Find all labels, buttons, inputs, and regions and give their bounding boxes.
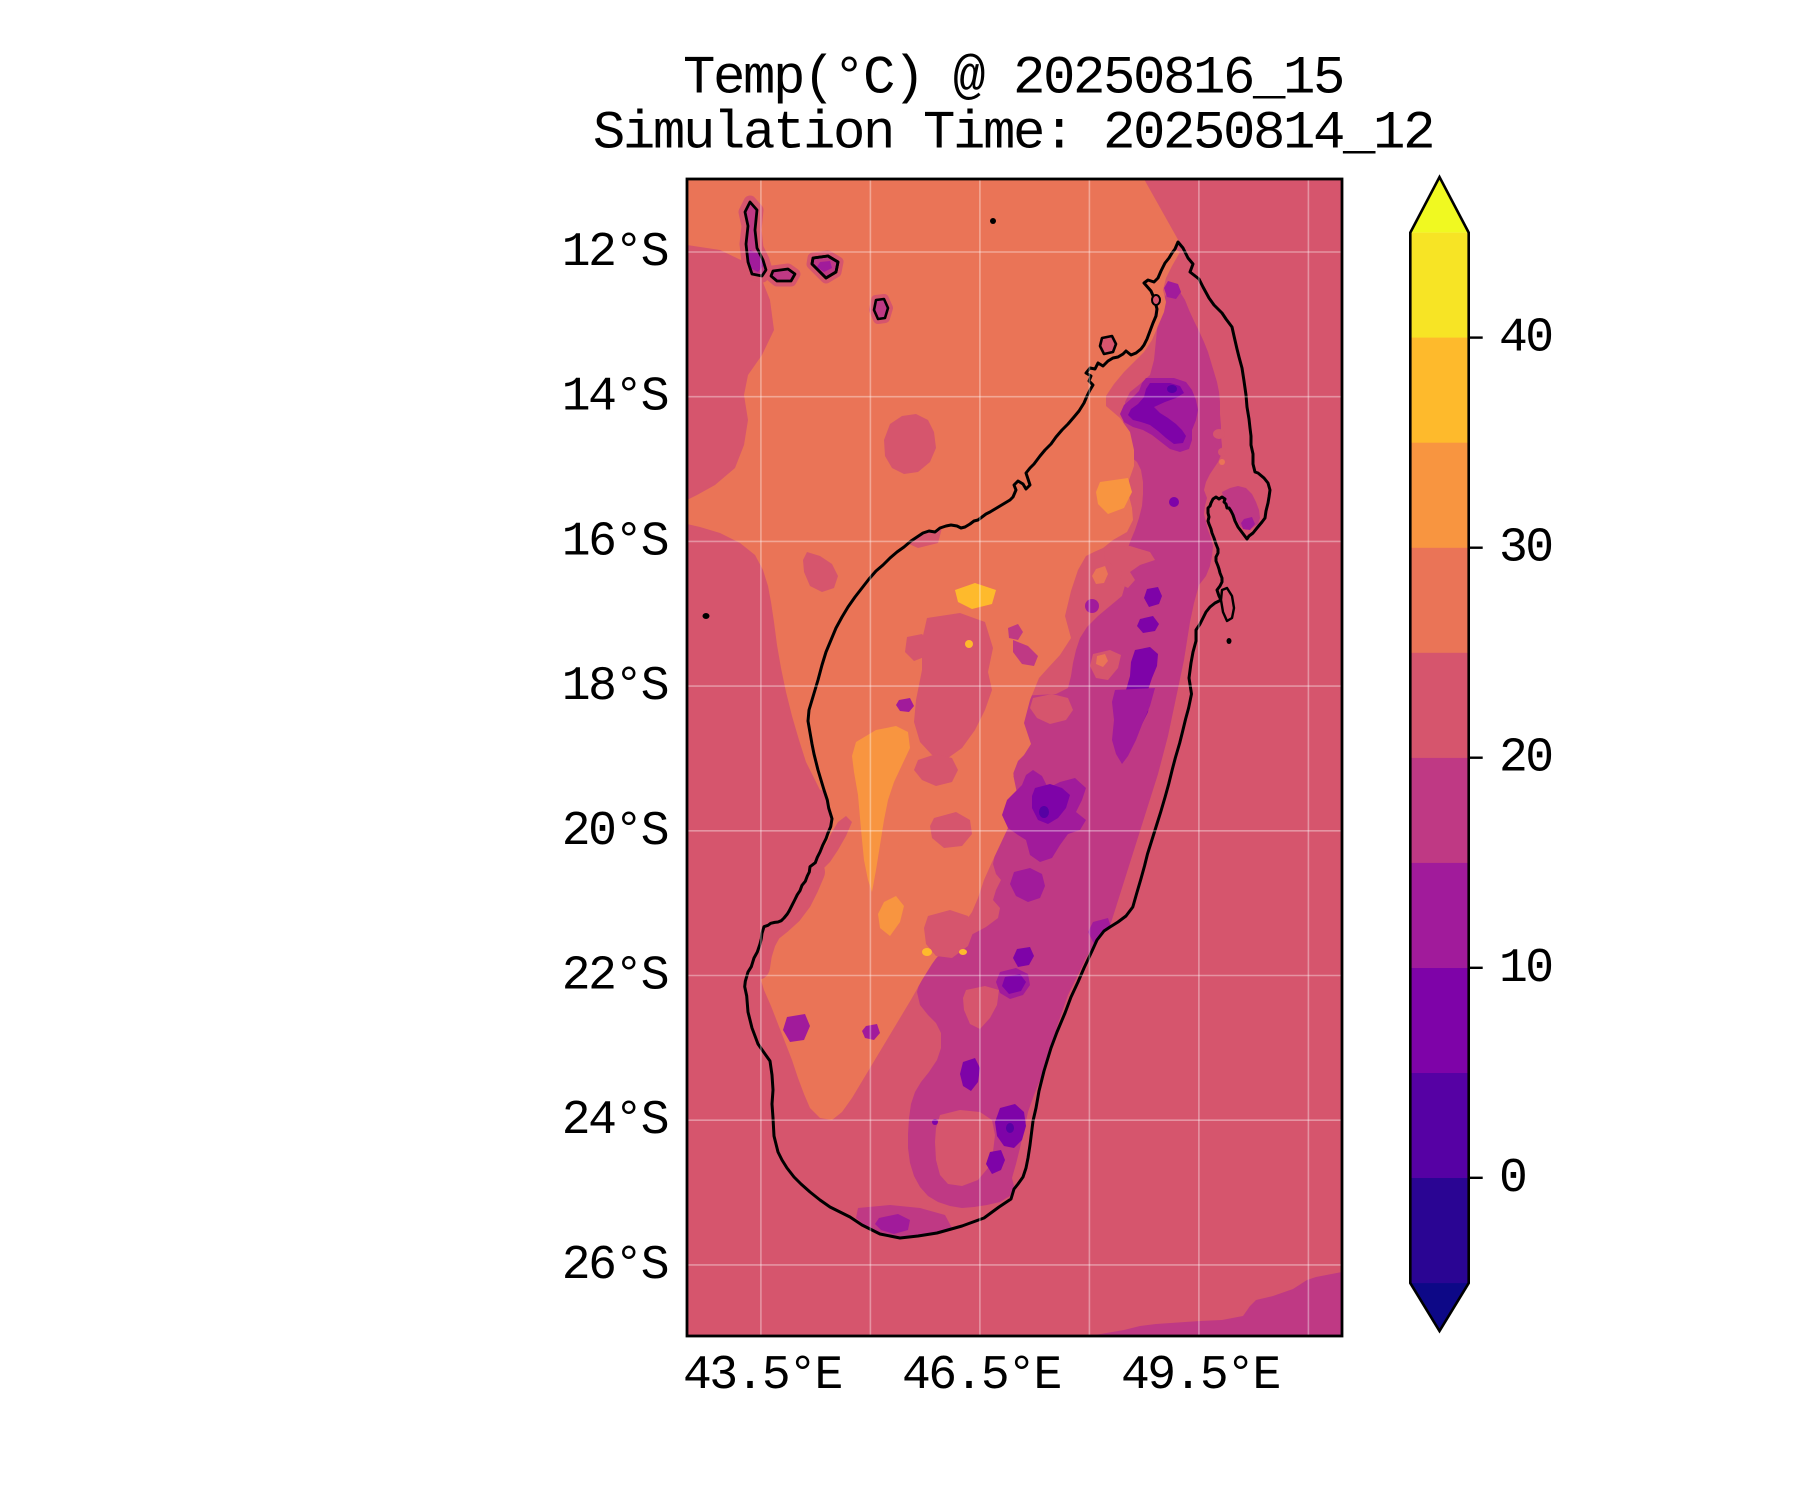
svg-text:40: 40 [1499,312,1552,366]
svg-text:18°S: 18°S [562,660,668,714]
svg-text:0: 0 [1499,1152,1525,1206]
svg-text:12°S: 12°S [562,226,668,280]
svg-text:24°S: 24°S [562,1094,668,1148]
svg-text:Temp(°C) @ 20250816_15: Temp(°C) @ 20250816_15 [683,49,1343,110]
svg-text:10: 10 [1499,942,1552,996]
svg-text:26°S: 26°S [562,1239,668,1293]
svg-text:49.5°E: 49.5°E [1121,1349,1280,1403]
svg-text:22°S: 22°S [562,950,668,1004]
svg-text:43.5°E: 43.5°E [683,1349,842,1403]
svg-text:14°S: 14°S [562,371,668,425]
svg-text:20: 20 [1499,732,1552,786]
svg-text:20°S: 20°S [562,805,668,859]
svg-text:30: 30 [1499,522,1552,576]
svg-text:46.5°E: 46.5°E [902,1349,1061,1403]
svg-text:Simulation Time: 20250814_12: Simulation Time: 20250814_12 [593,104,1433,165]
svg-text:16°S: 16°S [562,515,668,569]
